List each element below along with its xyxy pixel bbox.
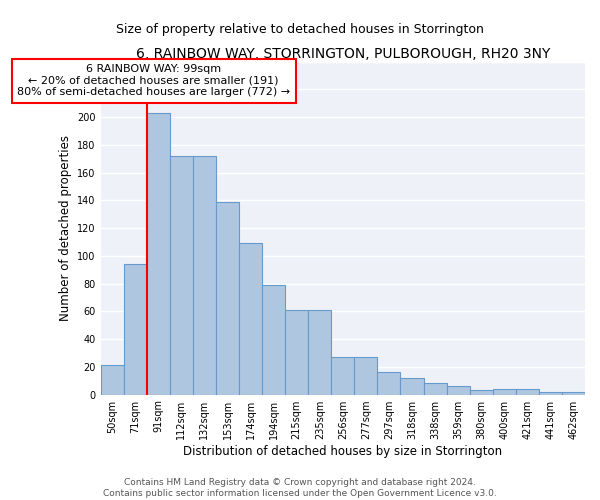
Y-axis label: Number of detached properties: Number of detached properties <box>59 135 71 321</box>
Title: 6, RAINBOW WAY, STORRINGTON, PULBOROUGH, RH20 3NY: 6, RAINBOW WAY, STORRINGTON, PULBOROUGH,… <box>136 48 550 62</box>
Bar <box>355 357 377 395</box>
Bar <box>493 389 516 394</box>
Bar <box>562 392 585 394</box>
Text: Size of property relative to detached houses in Storrington: Size of property relative to detached ho… <box>116 22 484 36</box>
Bar <box>262 285 285 395</box>
Text: Contains HM Land Registry data © Crown copyright and database right 2024.
Contai: Contains HM Land Registry data © Crown c… <box>103 478 497 498</box>
Bar <box>239 244 262 394</box>
Text: 6 RAINBOW WAY: 99sqm
← 20% of detached houses are smaller (191)
80% of semi-deta: 6 RAINBOW WAY: 99sqm ← 20% of detached h… <box>17 64 290 98</box>
Bar <box>124 264 147 394</box>
Bar <box>308 310 331 394</box>
Bar <box>170 156 193 394</box>
Bar <box>101 366 124 394</box>
Bar <box>446 386 470 394</box>
Bar <box>377 372 400 394</box>
Bar <box>285 310 308 394</box>
Bar <box>516 389 539 394</box>
Bar <box>147 113 170 394</box>
Bar <box>216 202 239 394</box>
Bar <box>539 392 562 394</box>
Bar <box>331 357 355 395</box>
Bar <box>193 156 216 394</box>
X-axis label: Distribution of detached houses by size in Storrington: Distribution of detached houses by size … <box>183 444 502 458</box>
Bar <box>470 390 493 394</box>
Bar <box>400 378 424 394</box>
Bar <box>424 384 446 394</box>
